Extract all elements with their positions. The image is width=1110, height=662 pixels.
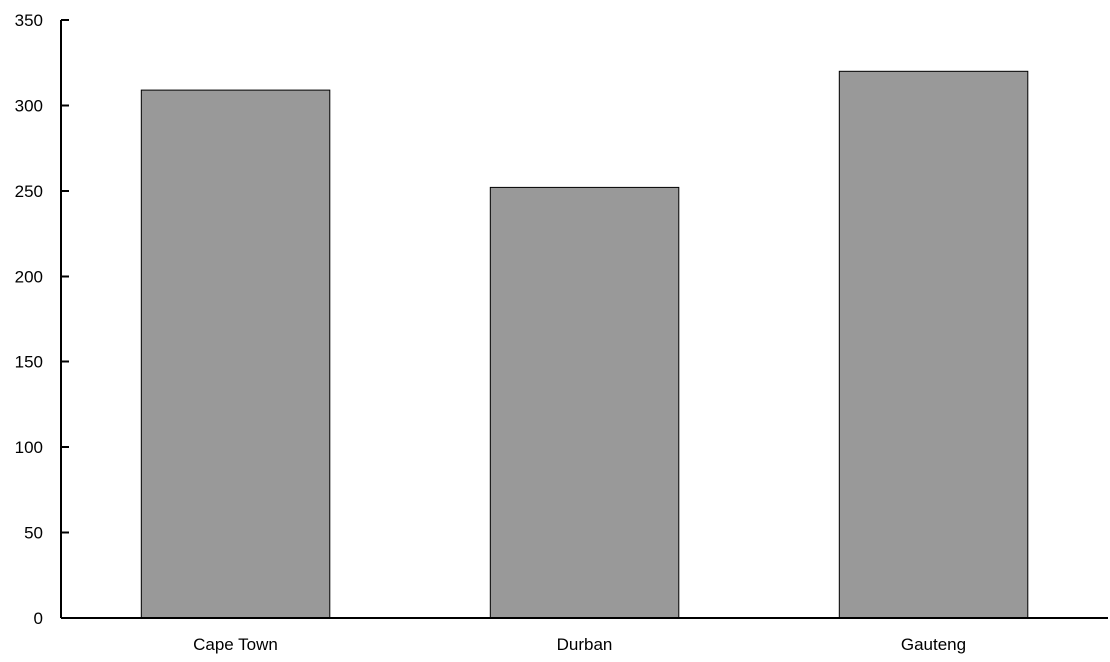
y-tick-label: 250 xyxy=(15,182,43,201)
y-tick-label: 50 xyxy=(24,524,43,543)
y-tick-label: 100 xyxy=(15,438,43,457)
y-tick-label: 0 xyxy=(34,609,43,628)
x-axis-ticks: Cape Town Durban Gauteng xyxy=(193,635,966,654)
x-tick-label: Cape Town xyxy=(193,635,278,654)
bar-cape-town xyxy=(140,89,331,619)
y-tick-label: 150 xyxy=(15,353,43,372)
y-tick-label: 200 xyxy=(15,267,43,286)
y-tick-label: 300 xyxy=(15,96,43,115)
y-tick-label: 350 xyxy=(15,11,43,30)
bar-gauteng xyxy=(838,70,1029,619)
bar-durban xyxy=(489,186,680,619)
bars-group xyxy=(140,70,1029,619)
x-tick-label: Durban xyxy=(557,635,613,654)
y-axis-ticks: 0 50 100 150 200 250 300 350 xyxy=(15,11,69,628)
x-tick-label: Gauteng xyxy=(901,635,966,654)
